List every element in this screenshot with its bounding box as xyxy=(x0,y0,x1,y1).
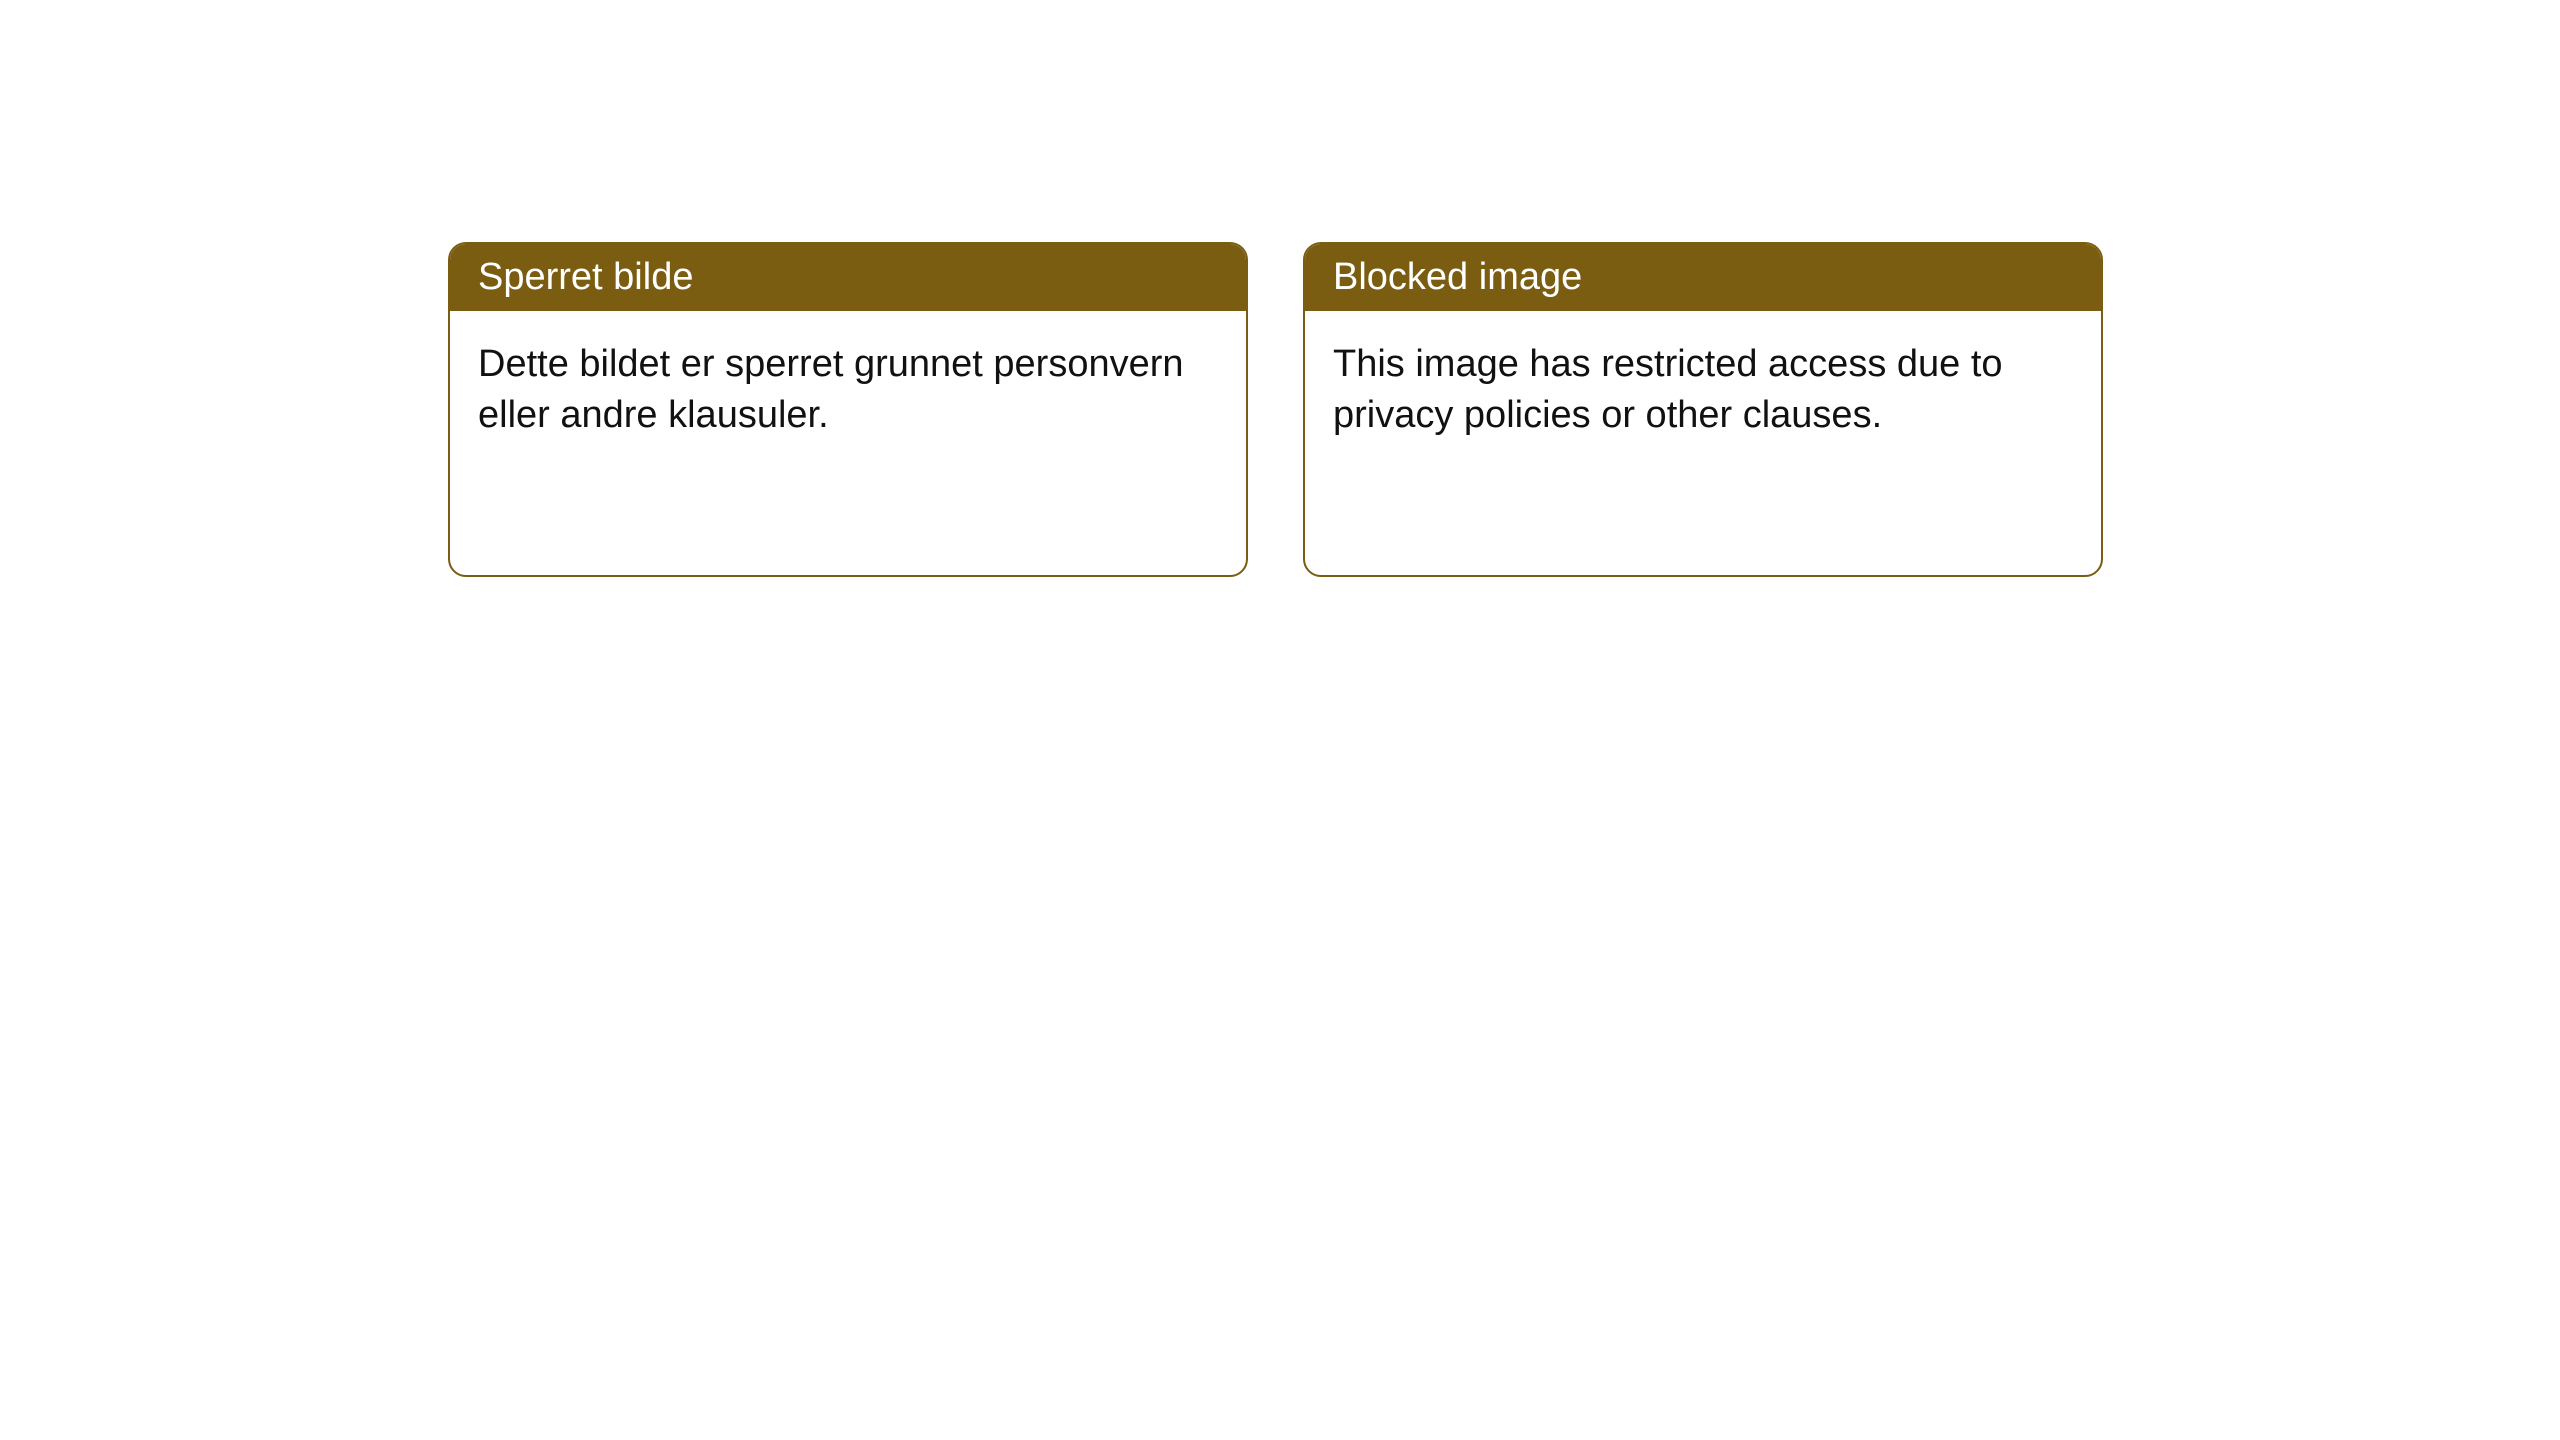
card-message: Dette bildet er sperret grunnet personve… xyxy=(478,343,1184,436)
blocked-image-card-english: Blocked image This image has restricted … xyxy=(1303,242,2103,577)
card-header-norwegian: Sperret bilde xyxy=(450,244,1246,311)
card-message: This image has restricted access due to … xyxy=(1333,343,2003,436)
notice-container: Sperret bilde Dette bildet er sperret gr… xyxy=(448,242,2103,577)
card-title: Sperret bilde xyxy=(478,256,693,298)
card-title: Blocked image xyxy=(1333,256,1582,298)
card-body-norwegian: Dette bildet er sperret grunnet personve… xyxy=(450,311,1246,470)
blocked-image-card-norwegian: Sperret bilde Dette bildet er sperret gr… xyxy=(448,242,1248,577)
card-header-english: Blocked image xyxy=(1305,244,2101,311)
card-body-english: This image has restricted access due to … xyxy=(1305,311,2101,470)
